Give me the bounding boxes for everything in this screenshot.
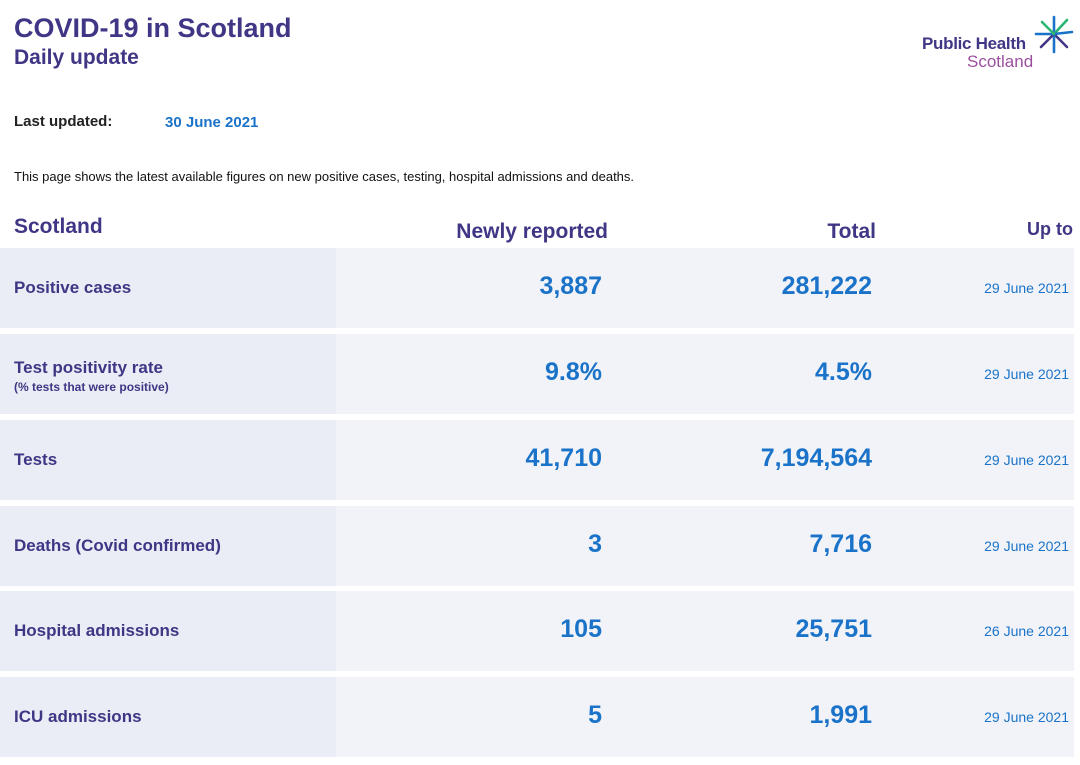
star-burst-icon xyxy=(1034,15,1074,54)
newly-reported-value: 3,887 xyxy=(539,272,602,300)
row-value-cell xyxy=(336,677,1074,757)
up-to-date: 29 June 2021 xyxy=(984,709,1069,725)
row-value-cell xyxy=(336,334,1074,414)
total-value: 1,991 xyxy=(809,701,872,729)
page-subtitle: Daily update xyxy=(14,46,139,69)
logo-text-line2: Scotland xyxy=(967,52,1034,71)
row-label: Deaths (Covid confirmed) xyxy=(14,536,221,555)
row-value-cell xyxy=(336,248,1074,328)
row-label-cell xyxy=(0,677,336,757)
row-label: Positive cases xyxy=(14,278,132,297)
table-row-positive-cases: Positive cases 3,887 281,222 29 June 202… xyxy=(0,248,1074,328)
table-row-tests: Tests 41,710 7,194,564 29 June 2021 xyxy=(0,420,1074,500)
newly-reported-value: 9.8% xyxy=(545,358,602,386)
newly-reported-value: 3 xyxy=(588,530,602,558)
table-row-icu-admissions: ICU admissions 5 1,991 29 June 2021 xyxy=(0,677,1074,757)
row-sublabel: (% tests that were positive) xyxy=(14,380,169,394)
column-header-region: Scotland xyxy=(14,215,103,238)
up-to-date: 29 June 2021 xyxy=(984,280,1069,296)
table-row-test-positivity-rate: Test positivity rate (% tests that were … xyxy=(0,334,1074,414)
total-value: 25,751 xyxy=(795,615,872,643)
newly-reported-value: 5 xyxy=(588,701,602,729)
row-value-cell xyxy=(336,591,1074,671)
column-header-up-to: Up to xyxy=(1027,219,1073,239)
last-updated-label: Last updated: xyxy=(14,113,113,130)
row-label: Tests xyxy=(14,450,58,469)
logo-text-line1: Public Health xyxy=(922,34,1026,53)
row-label-cell xyxy=(0,591,336,671)
up-to-date: 26 June 2021 xyxy=(984,623,1069,639)
row-label: Test positivity rate xyxy=(14,358,163,377)
column-header-newly-reported: Newly reported xyxy=(456,220,608,243)
up-to-date: 29 June 2021 xyxy=(984,538,1069,554)
public-health-scotland-logo: Public Health Scotland xyxy=(918,14,1076,74)
newly-reported-value: 105 xyxy=(560,615,602,643)
last-updated-date: 30 June 2021 xyxy=(165,114,259,131)
row-value-cell xyxy=(336,506,1074,586)
row-label-cell xyxy=(0,506,336,586)
row-label-cell xyxy=(0,420,336,500)
row-value-cell xyxy=(336,420,1074,500)
row-label-cell xyxy=(0,334,336,414)
row-label-cell xyxy=(0,248,336,328)
newly-reported-value: 41,710 xyxy=(525,444,602,472)
up-to-date: 29 June 2021 xyxy=(984,366,1069,382)
column-header-total: Total xyxy=(827,220,876,243)
page-title: COVID-19 in Scotland xyxy=(14,13,292,43)
intro-text: This page shows the latest available fig… xyxy=(14,169,635,184)
row-label: ICU admissions xyxy=(14,707,142,726)
total-value: 7,716 xyxy=(809,530,872,558)
table-row-hospital-admissions: Hospital admissions 105 25,751 26 June 2… xyxy=(0,591,1074,671)
row-label: Hospital admissions xyxy=(14,621,180,640)
total-value: 281,222 xyxy=(781,272,872,300)
table-row-deaths: Deaths (Covid confirmed) 3 7,716 29 June… xyxy=(0,506,1074,586)
up-to-date: 29 June 2021 xyxy=(984,452,1069,468)
total-value: 7,194,564 xyxy=(760,444,872,472)
total-value: 4.5% xyxy=(815,358,872,386)
